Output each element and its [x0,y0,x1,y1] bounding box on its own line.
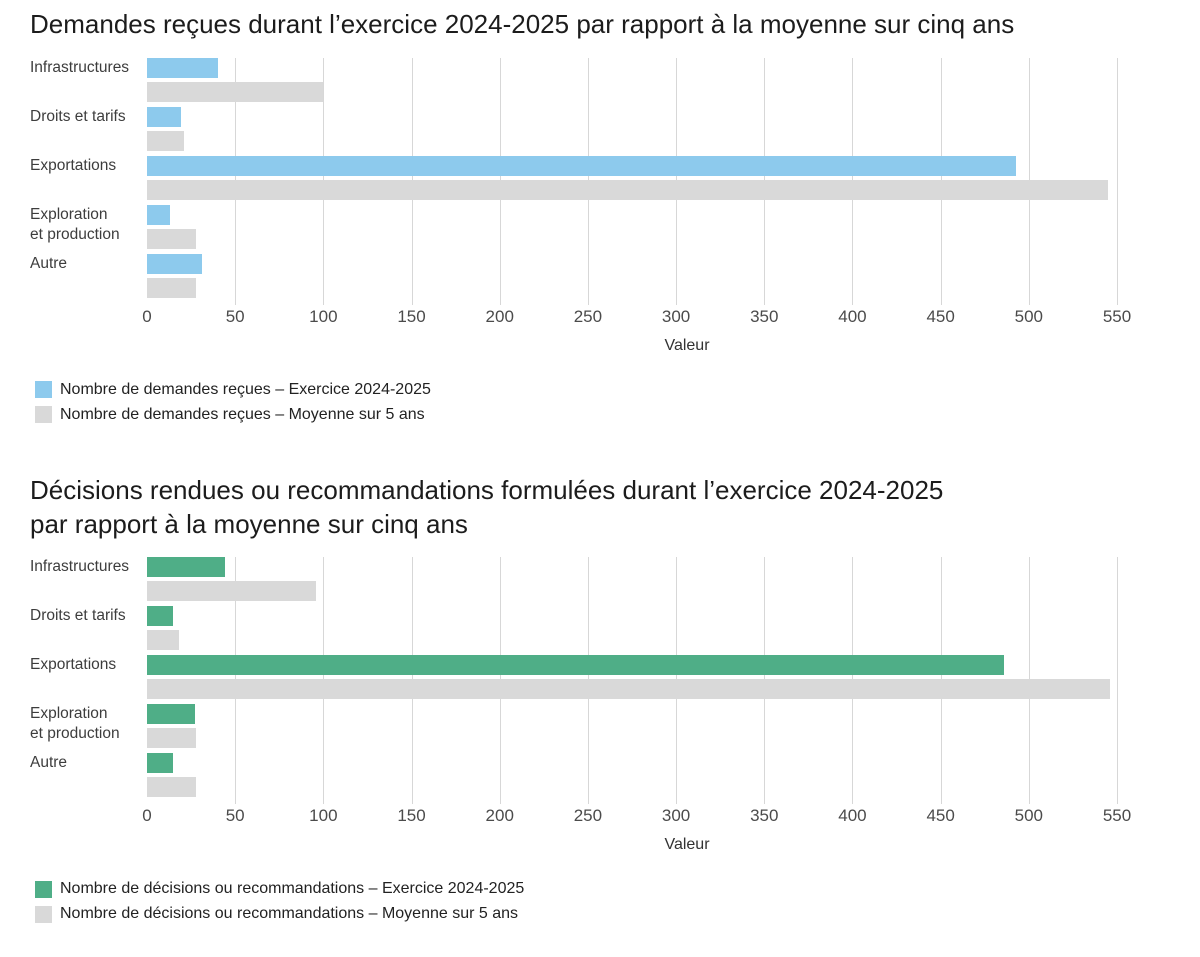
category-group: Autre [30,753,1117,798]
legend: Nombre de demandes reçues – Exercice 202… [35,381,1200,424]
x-axis: 0 50 100 150 200 250 300 350 400 450 500 550 [142,306,1131,327]
category-group: Exportations [30,155,1117,200]
category-label: Exportations [30,656,117,674]
bar [147,728,197,749]
axis-tick-label: 350 [750,306,779,326]
axis-tick-label: 400 [838,806,867,826]
bar [147,204,170,225]
legend-label: Nombre de demandes reçues – Moyenne sur … [60,405,425,423]
legend-label: Nombre de décisions ou recommandations –… [60,880,525,898]
gridline [1117,57,1118,305]
bar [147,57,218,78]
chart-title: Décisions rendues ou recommandations for… [30,474,944,539]
chart-title: Demandes reçues durant l’exercice 2024-2… [30,9,1015,39]
legend-label: Nombre de demandes reçues – Exercice 202… [60,380,431,398]
bar [147,581,317,602]
axis-tick-label: 500 [1014,806,1043,826]
category-group: Exploration et production [30,204,1117,249]
chart-section-decisions: Décisions rendues ou recommandations for… [0,466,1200,924]
axis-tick-label: 200 [485,806,514,826]
axis-tick-label: 200 [485,306,514,326]
legend-row: Nombre de décisions ou recommandations –… [35,880,1200,898]
axis-tick-label: 350 [750,806,779,826]
axis-tick-label: 100 [309,306,338,326]
axis-tick-label: 500 [1014,306,1043,326]
chart-section-demandes: Demandes reçues durant l’exercice 2024-2… [0,0,1200,424]
legend-row: Nombre de demandes reçues – Exercice 202… [35,381,1200,399]
legend-swatch [35,381,52,399]
plot-area: Infrastructures Droits et tarifs Exportati… [30,557,1118,805]
legend-label: Nombre de décisions ou recommandations –… [60,905,519,923]
plot-area: Infrastructures Droits et tarifs Exportati… [30,57,1118,305]
category-label: Exploration et production [30,705,120,743]
axis-tick-label: 300 [661,306,691,326]
bar [147,777,197,798]
bar [147,228,197,249]
axis-tick-label: 100 [309,806,338,826]
axis-tick-label: 550 [1102,806,1132,826]
bar [147,753,174,774]
gridline [1117,557,1118,805]
x-axis-label: Valeur [664,336,710,354]
axis-tick-label: 450 [926,306,955,326]
axis-tick-label: 250 [573,306,603,326]
category-group: Autre [30,253,1117,298]
legend: Nombre de décisions ou recommandations –… [35,880,1200,923]
category-label: Droits et tarifs [30,107,126,125]
category-group: Infrastructures [30,557,1117,602]
legend-swatch [35,880,52,898]
bar [147,679,1110,700]
category-label: Droits et tarifs [30,607,126,625]
category-label: Infrastructures [30,58,130,76]
axis-tick-label: 450 [926,806,955,826]
bar [147,130,185,151]
axis-tick-label: 550 [1102,306,1132,326]
category-label: Autre [30,254,68,272]
bar [147,630,179,651]
bar [147,253,202,274]
category-label: Exploration et production [30,205,120,243]
legend-row: Nombre de demandes reçues – Moyenne sur … [35,406,1200,424]
bar [147,106,181,127]
category-label: Autre [30,754,68,772]
bar [147,704,195,725]
x-axis: 0 50 100 150 200 250 300 350 400 450 500 550 [142,806,1131,826]
bar [147,179,1109,200]
axis-tick-label: 50 [225,306,245,326]
bar [147,81,324,102]
bar [147,655,1005,676]
category-group: Droits et tarifs [30,606,1117,651]
axis-tick-label: 150 [397,306,426,326]
axis-tick-label: 150 [397,806,426,826]
category-group: Exportations [30,655,1117,700]
legend-swatch [35,905,52,923]
bar [147,606,174,627]
bar [147,277,197,298]
axis-tick-label: 0 [142,806,152,826]
axis-tick-label: 50 [225,806,245,826]
legend-swatch [35,406,52,424]
x-axis-label: Valeur [664,836,710,854]
category-group: Exploration et production [30,704,1117,749]
bar [147,557,225,578]
axis-tick-label: 250 [573,806,603,826]
category-label: Infrastructures [30,558,130,576]
category-group: Infrastructures [30,57,1117,102]
bar [147,155,1017,176]
category-group: Droits et tarifs [30,106,1117,151]
axis-tick-label: 0 [142,306,152,326]
axis-tick-label: 300 [661,806,691,826]
legend-row: Nombre de décisions ou recommandations –… [35,905,1200,923]
category-label: Exportations [30,156,117,174]
axis-tick-label: 400 [838,306,867,326]
